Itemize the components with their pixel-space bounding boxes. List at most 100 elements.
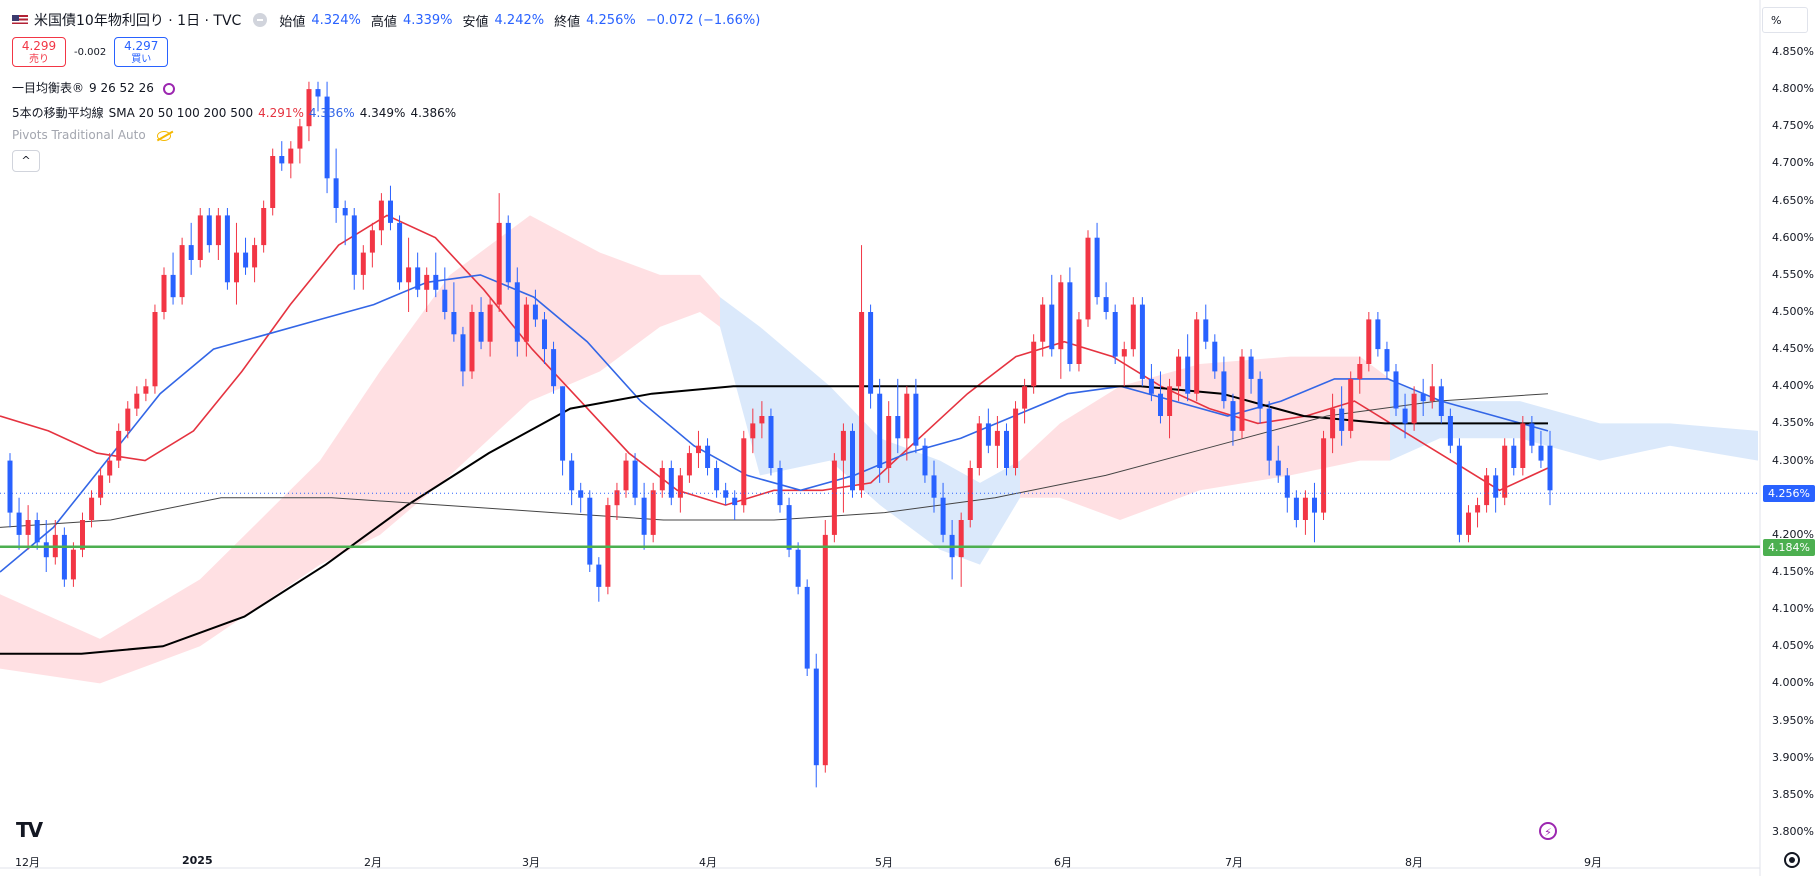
us-flag-icon	[12, 14, 28, 26]
candle-body	[134, 393, 140, 409]
current-price-label: 4.256%	[1763, 485, 1815, 503]
low-label: 安値	[462, 14, 489, 30]
candle-body	[1148, 378, 1154, 394]
y-tick-label: 4.400%	[1772, 379, 1814, 393]
candle-body	[1239, 356, 1245, 431]
candle-body	[922, 445, 928, 476]
y-tick-label: 4.450%	[1772, 342, 1814, 356]
candle-body	[940, 497, 946, 535]
candle-body	[560, 386, 566, 461]
candle-body	[70, 549, 76, 580]
candle-body	[859, 312, 865, 491]
x-tick-label: 7月	[1225, 856, 1243, 869]
collapse-legend-button[interactable]: ^	[12, 150, 40, 172]
ichimoku-params: 9 26 52 26	[89, 81, 154, 95]
y-tick-label: 4.850%	[1772, 45, 1814, 58]
cloud-segment-bull	[0, 215, 720, 684]
candle-body	[206, 215, 212, 246]
candle-body	[1103, 297, 1109, 312]
y-tick-label: 4.200%	[1772, 527, 1814, 541]
candle-body	[451, 312, 457, 335]
candle-body	[107, 460, 113, 476]
candle-body	[750, 423, 756, 439]
candle-body	[170, 274, 176, 298]
buy-label: 買い	[131, 54, 152, 65]
market-status-icon	[253, 13, 268, 27]
open-value: 4.324%	[311, 12, 361, 28]
y-tick-label: 4.050%	[1772, 639, 1814, 653]
candle-body	[7, 460, 13, 513]
candle-body	[1393, 371, 1399, 409]
candles	[7, 81, 1553, 788]
candle-body	[1447, 416, 1453, 446]
settings-gear-icon[interactable]	[1784, 852, 1800, 868]
indicator-ichimoku[interactable]: 一目均衡表® 9 26 52 26	[12, 79, 180, 96]
candle-body	[1185, 356, 1191, 394]
sell-label: 売り	[29, 54, 49, 65]
candle-body	[34, 520, 40, 543]
sma-line-2	[0, 274, 1549, 573]
symbol-title[interactable]: 米国債10年物利回り · 1日 · TVC	[34, 13, 242, 29]
candle-body	[1456, 445, 1462, 535]
candle-body	[632, 460, 638, 498]
sma-value-1: 4.291%	[258, 106, 304, 120]
sell-button[interactable]: 4.299 売り	[12, 37, 66, 67]
x-tick-label: 12月	[15, 856, 40, 869]
sync-icon[interactable]	[162, 82, 175, 95]
x-tick-label: 3月	[522, 856, 540, 869]
candle-body	[523, 304, 529, 342]
candle-body	[306, 89, 312, 127]
moving-averages	[0, 214, 1549, 655]
x-tick-label: 8月	[1405, 856, 1423, 869]
y-tick-label: 4.600%	[1772, 230, 1814, 244]
candle-body	[904, 393, 910, 439]
indicator-sma[interactable]: 5本の移動平均線 SMA 20 50 100 200 500 4.291% 4.336…	[12, 104, 461, 121]
axis-unit-selector[interactable]: %	[1762, 7, 1808, 33]
buy-button[interactable]: 4.297 買い	[114, 37, 169, 67]
candle-body	[342, 208, 348, 216]
candle-body	[1312, 497, 1317, 513]
candle-body	[795, 549, 801, 587]
x-tick-label: 9月	[1584, 856, 1602, 869]
sma-name: 5本の移動平均線	[12, 106, 104, 120]
candle-body	[1493, 475, 1499, 498]
candle-body	[714, 468, 720, 491]
candle-body	[532, 304, 538, 320]
tradingview-logo[interactable]: TV	[16, 818, 43, 842]
candle-body	[1067, 282, 1073, 364]
candle-body	[1058, 282, 1064, 350]
candle-body	[1511, 445, 1517, 468]
candle-body	[1167, 386, 1173, 416]
y-tick-label: 4.750%	[1772, 119, 1814, 133]
hidden-eye-icon[interactable]	[156, 130, 171, 141]
y-tick-label: 3.800%	[1772, 825, 1814, 838]
candle-body	[1502, 445, 1508, 498]
candle-body	[1130, 304, 1136, 350]
candle-body	[397, 222, 403, 283]
buy-price: 4.297	[124, 39, 159, 53]
x-tick-label: 4月	[699, 856, 717, 869]
candle-body	[705, 445, 711, 468]
sma-value-3: 4.349%	[359, 106, 406, 120]
lightning-icon[interactable]: ⚡	[1539, 822, 1557, 840]
candle-body	[1221, 371, 1227, 402]
close-label: 終値	[554, 14, 581, 30]
candle-body	[1475, 505, 1481, 513]
indicator-pivots[interactable]: Pivots Traditional Auto	[12, 128, 176, 142]
candle-body	[840, 430, 846, 461]
candle-body	[1384, 349, 1390, 372]
candle-body	[1484, 475, 1490, 506]
candle-body	[1212, 341, 1218, 372]
candle-body	[1158, 393, 1163, 416]
candle-body	[1121, 349, 1127, 357]
candle-body	[1321, 438, 1327, 513]
candle-body	[1176, 356, 1182, 387]
candle-body	[1004, 430, 1009, 468]
candle-body	[1139, 304, 1145, 379]
candle-body	[487, 304, 493, 342]
candle-body	[886, 416, 892, 468]
candle-body	[215, 215, 221, 246]
candle-body	[813, 668, 819, 766]
candle-body	[1112, 312, 1118, 357]
